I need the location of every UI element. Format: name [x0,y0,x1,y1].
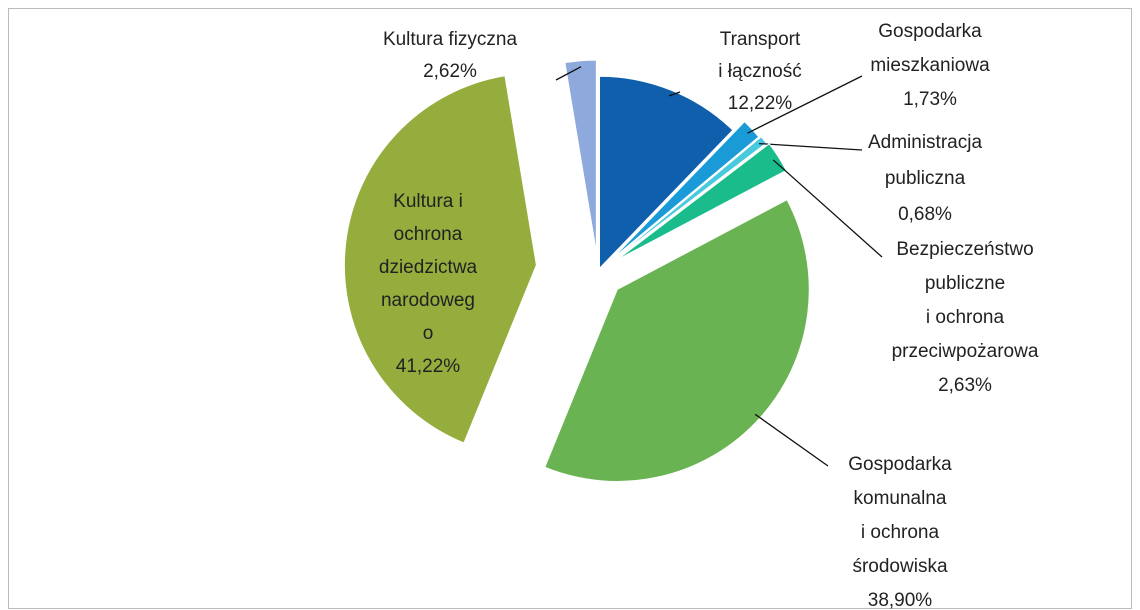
label-line: Kultura i [393,191,463,212]
pie-slice [613,135,768,260]
pie-slice [343,75,537,444]
value-label: 38,90% [868,590,933,610]
leader-line [668,91,681,97]
label-line: i ochrona [861,522,940,543]
chart-border [8,8,1132,609]
label-line: środowiska [852,556,947,577]
label-line: publiczna [885,168,966,189]
label-line: o [423,323,434,344]
pie-slice [598,75,734,270]
value-label: 12,22% [728,93,793,114]
label-line: publiczne [925,273,1005,294]
slice-label: Transport i łączność [718,29,801,82]
leader-line [754,413,829,467]
slice-label: Gospodarka mieszkaniowa [870,21,990,76]
label-line: Gospodarka [878,21,982,42]
label-line: i ochrona [926,307,1005,328]
label-line: przeciwpożarowa [892,341,1039,362]
label-line: Bezpieczeństwo [896,239,1033,260]
slice-label: Bezpieczeństwo publiczne i ochrona przeciwp… [892,239,1039,362]
pie-slice [616,143,787,261]
value-label: 1,73% [903,89,957,110]
value-label: 2,63% [938,375,992,396]
leader-line [759,142,863,151]
label-line: i łączność [718,61,801,82]
leader-line [747,75,863,134]
slice-label: Administracja publiczna [868,132,982,189]
slice-label: Kultura i ochrona dziedzictwa narodoweg o [379,191,478,344]
value-label: 41,22% [396,356,461,377]
pie-slice [610,120,760,261]
label-line: ochrona [394,224,463,245]
label-line: mieszkaniowa [870,55,990,76]
value-label: 2,62% [423,61,477,82]
label-line: Gospodarka [848,454,952,475]
label-line: Transport [720,29,801,50]
pie-slice [564,59,597,253]
label-line: komunalna [854,488,947,509]
leader-line [555,66,582,81]
slice-label: Gospodarka komunalna i ochrona środowiska [848,454,952,577]
slice-label: Kultura fizyczna [383,29,518,50]
value-label: 0,68% [898,204,952,225]
label-line: dziedzictwa [379,257,478,278]
leader-line [772,159,883,258]
label-line: narodoweg [381,290,475,311]
pie-slice [544,199,810,482]
label-line: Administracja [868,132,982,153]
